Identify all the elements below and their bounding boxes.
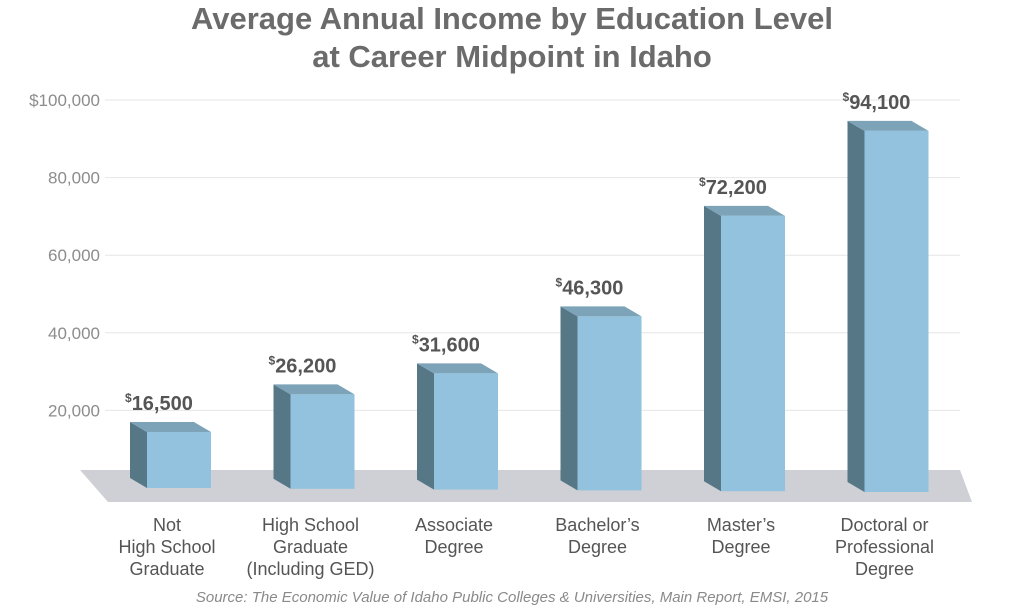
category-label: Associate Degree [415, 515, 493, 557]
bar [847, 120, 929, 492]
category-label: Doctoral or Professional Degree [835, 515, 934, 579]
bar-top [417, 363, 498, 374]
bar-top [560, 306, 642, 317]
bar-front [864, 130, 929, 492]
y-tick-label: 60,000 [48, 246, 100, 265]
bar-side [560, 306, 578, 491]
y-tick-label: 20,000 [48, 401, 100, 420]
bar-value-label: $31,600 [412, 332, 480, 356]
bar-top [130, 421, 211, 432]
bar-side [130, 421, 147, 488]
category-label: High School Graduate (Including GED) [246, 515, 374, 579]
bar-top [273, 384, 355, 395]
source-note: Source: The Economic Value of Idaho Publ… [195, 589, 829, 606]
chart-title-line-2: at Career Midpoint in Idaho [312, 39, 712, 74]
bar-side [704, 205, 721, 492]
bar-value-label: $72,200 [699, 175, 767, 199]
category-label: Not High School Graduate [118, 515, 215, 579]
bar-front [721, 215, 785, 492]
chart-floor [80, 470, 972, 502]
bar [417, 363, 498, 490]
bar-front [290, 394, 355, 489]
bar-top [847, 120, 929, 131]
bar-top [704, 205, 785, 216]
bar-value-label: $26,200 [269, 353, 337, 377]
bar [560, 306, 642, 491]
y-tick-label: $100,000 [29, 91, 100, 110]
bar [130, 421, 211, 488]
bar-front [577, 316, 642, 491]
bar-value-label: $16,500 [125, 391, 193, 415]
category-label: Bachelor’s Degree [555, 515, 639, 557]
bar [704, 205, 785, 492]
chart-title-line-1: Average Annual Income by Education Level [191, 1, 833, 36]
bar-front [434, 373, 498, 490]
bar-front [147, 431, 211, 488]
bar-side [417, 363, 434, 490]
category-label: Master’s Degree [707, 515, 775, 557]
bar-side [847, 120, 865, 492]
chart-title: Average Annual Income by Education Level… [0, 0, 1024, 76]
bar-side [273, 384, 291, 489]
bar [273, 384, 355, 489]
y-tick-label: 40,000 [48, 324, 100, 343]
y-tick-label: 80,000 [48, 169, 100, 188]
bar-value-label: $46,300 [556, 275, 624, 299]
bar-value-label: $94,100 [843, 90, 911, 114]
